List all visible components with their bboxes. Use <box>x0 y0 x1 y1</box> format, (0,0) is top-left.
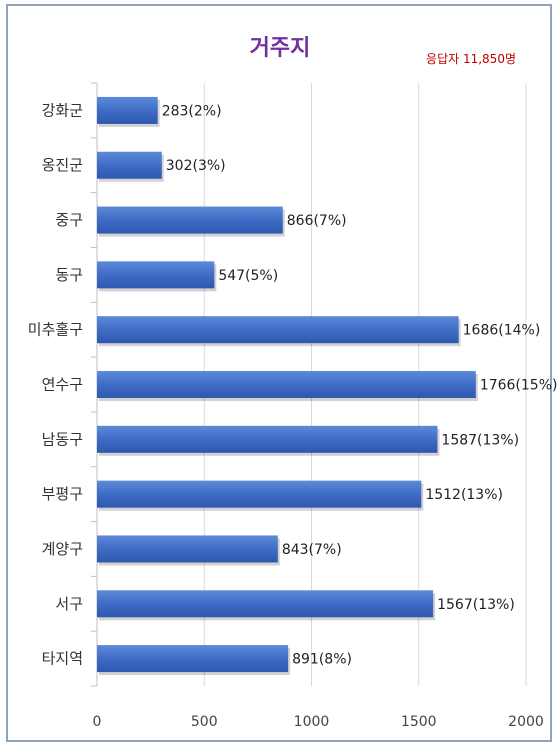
bar <box>97 316 459 344</box>
data-label: 1567(13%) <box>437 597 515 613</box>
chart-title: 거주지 <box>249 36 311 61</box>
bar <box>97 535 278 563</box>
bar <box>97 590 434 618</box>
category-label: 남동구 <box>42 430 83 448</box>
category-label: 계양구 <box>42 540 83 558</box>
bar <box>97 96 158 124</box>
respondent-count: 응답자 11,850명 <box>426 52 516 66</box>
data-label: 1512(13%) <box>425 487 503 503</box>
bar <box>97 206 283 234</box>
data-label: 1766(15%) <box>480 378 558 394</box>
data-label: 1686(14%) <box>463 323 541 339</box>
category-label: 서구 <box>55 595 83 613</box>
category-label: 동구 <box>55 266 83 284</box>
x-tick-label: 0 <box>93 714 102 730</box>
category-label: 옹진군 <box>42 156 84 174</box>
bar <box>97 645 289 673</box>
category-label: 부평구 <box>42 485 83 503</box>
data-label: 891(8%) <box>292 652 352 668</box>
data-label: 283(2%) <box>162 103 222 119</box>
data-label: 547(5%) <box>218 268 278 284</box>
bar <box>97 480 422 508</box>
category-label: 미추홀구 <box>28 321 83 339</box>
x-tick-label: 1000 <box>294 714 330 730</box>
data-label: 1587(13%) <box>441 432 519 448</box>
data-label: 302(3%) <box>166 158 226 174</box>
category-label: 연수구 <box>42 376 83 394</box>
x-tick-label: 1500 <box>401 714 437 730</box>
bar <box>97 261 215 289</box>
category-label: 중구 <box>55 211 83 229</box>
bar <box>97 371 476 398</box>
bar <box>97 151 162 179</box>
bar <box>97 425 438 453</box>
x-tick-label: 500 <box>191 714 218 730</box>
category-label: 강화군 <box>42 101 84 119</box>
data-label: 843(7%) <box>282 542 342 558</box>
category-label: 타지역 <box>42 650 83 668</box>
data-label: 866(7%) <box>287 213 347 229</box>
x-tick-label: 2000 <box>508 714 544 730</box>
